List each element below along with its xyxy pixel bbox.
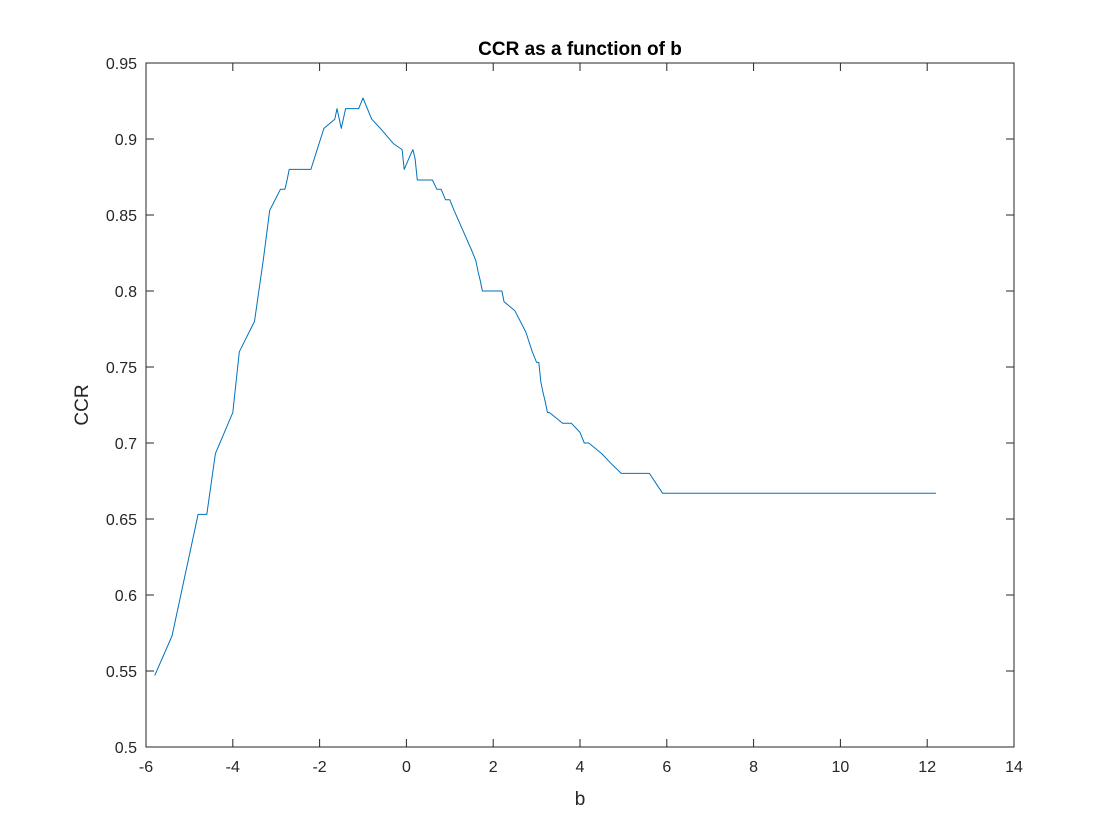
y-tick-label: 0.65 xyxy=(106,512,137,529)
y-tick-label: 0.7 xyxy=(115,436,137,453)
y-tick-label: 0.55 xyxy=(106,664,137,681)
y-axis-label: CCR xyxy=(72,384,93,425)
chart-title: CCR as a function of b xyxy=(478,39,682,60)
x-tick-label: 14 xyxy=(1005,759,1023,776)
x-tick-label: 8 xyxy=(749,759,758,776)
plot-background xyxy=(146,63,1014,747)
x-axis: -6 -4 -2 0 2 4 6 8 10 12 14 xyxy=(139,63,1023,776)
y-tick-label: 0.75 xyxy=(106,360,137,377)
y-axis: 0.5 0.55 0.6 0.65 0.7 0.75 0.8 0.85 0.9 0.95 xyxy=(106,56,1014,757)
y-tick-label: 0.5 xyxy=(115,740,137,757)
y-tick-label: 0.6 xyxy=(115,588,137,605)
y-tick-label: 0.9 xyxy=(115,132,137,149)
x-tick-label: 4 xyxy=(576,759,585,776)
series-line xyxy=(154,97,936,676)
x-tick-label: -4 xyxy=(226,759,240,776)
series-layer xyxy=(154,97,936,676)
y-tick-label: 0.95 xyxy=(106,56,137,73)
x-tick-label: -2 xyxy=(312,759,326,776)
x-tick-label: 2 xyxy=(489,759,498,776)
x-tick-label: 0 xyxy=(402,759,411,776)
x-tick-label: 10 xyxy=(832,759,850,776)
x-tick-label: -6 xyxy=(139,759,153,776)
y-tick-label: 0.85 xyxy=(106,208,137,225)
x-tick-label: 12 xyxy=(918,759,936,776)
y-tick-label: 0.8 xyxy=(115,284,137,301)
x-axis-label: b xyxy=(575,789,586,810)
x-tick-label: 6 xyxy=(662,759,671,776)
